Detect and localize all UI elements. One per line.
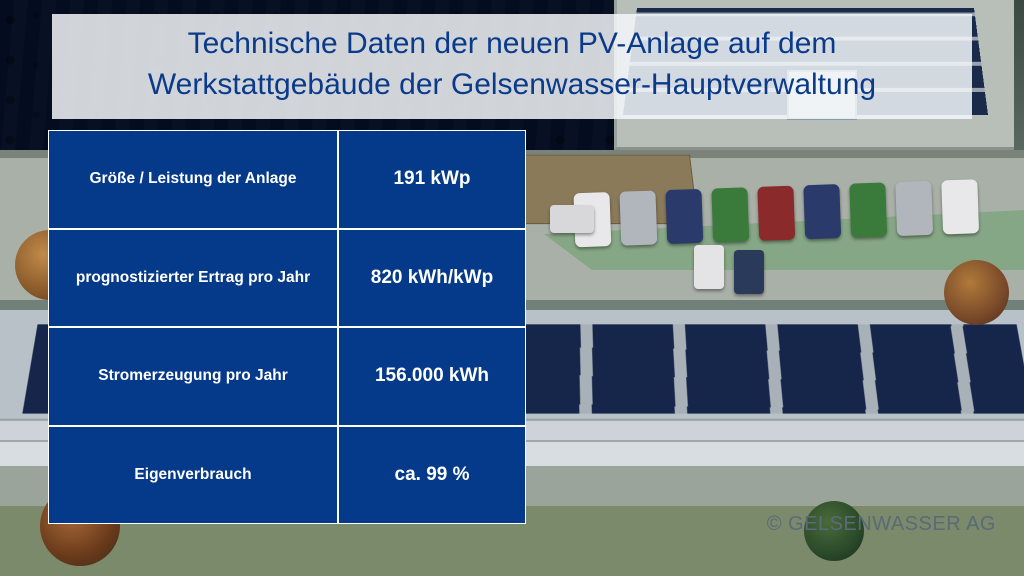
table-row-value: 820 kWh/kWp xyxy=(338,229,526,328)
spec-table: Größe / Leistung der Anlage 191 kWp prog… xyxy=(48,130,526,524)
table-row-value: ca. 99 % xyxy=(338,426,526,525)
table-row-value: 191 kWp xyxy=(338,130,526,229)
title-band: Technische Daten der neuen PV-Anlage auf… xyxy=(52,14,972,119)
infographic-title: Technische Daten der neuen PV-Anlage auf… xyxy=(76,24,948,105)
table-row-label: prognostizierter Ertrag pro Jahr xyxy=(48,229,338,328)
table-row-label: Stromerzeugung pro Jahr xyxy=(48,327,338,426)
table-row-label: Größe / Leistung der Anlage xyxy=(48,130,338,229)
copyright-text: © GELSENWASSER AG xyxy=(767,513,996,536)
table-row-value: 156.000 kWh xyxy=(338,327,526,426)
table-row-label: Eigenverbrauch xyxy=(48,426,338,525)
